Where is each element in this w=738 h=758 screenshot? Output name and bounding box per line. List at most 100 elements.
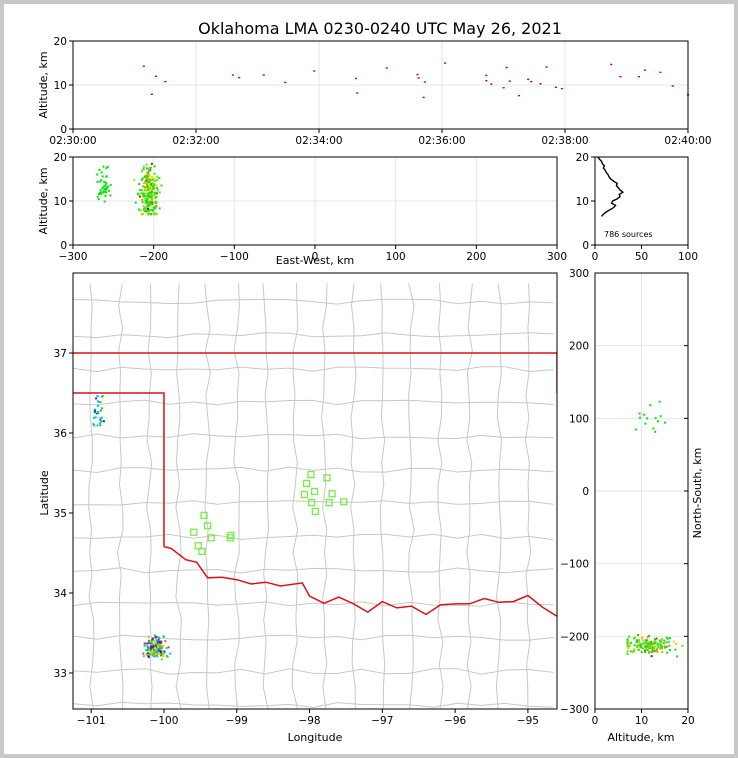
ns-source [654, 417, 657, 420]
map-source [99, 401, 102, 404]
map-source [100, 420, 103, 423]
ns-source [640, 651, 643, 654]
ns-source [659, 640, 662, 643]
ns-source [626, 644, 629, 647]
map-source [157, 650, 160, 653]
ns-source [636, 639, 639, 642]
lma-station [302, 479, 311, 488]
ew-source [141, 198, 144, 201]
ns-source [648, 641, 651, 644]
ew-source [154, 197, 157, 200]
map-source [154, 640, 157, 643]
ns-source [649, 642, 652, 645]
ew-source [152, 184, 155, 187]
ns-panel-ylabel: North-South, km [691, 448, 704, 539]
map-source [155, 649, 158, 652]
ew-source [154, 191, 157, 194]
ew-source [105, 175, 108, 178]
map-source [156, 646, 159, 649]
map-source [145, 653, 148, 656]
ew-source [154, 205, 157, 208]
ns-source [626, 652, 629, 655]
ew-source [154, 201, 157, 204]
ew-source [107, 189, 110, 192]
time-point [530, 80, 533, 83]
ew-source [146, 167, 149, 170]
ew-source [148, 192, 151, 195]
ew-source [99, 180, 102, 183]
ew-source [145, 210, 148, 213]
ns-source [643, 413, 646, 416]
map-xtick-label: −95 [517, 715, 539, 727]
county-line [524, 283, 532, 709]
ns-source [651, 647, 654, 650]
lma-station [328, 490, 336, 498]
ew-source [149, 190, 152, 193]
map-source [96, 400, 99, 403]
ew-source [147, 181, 150, 184]
ew-source [144, 181, 147, 184]
ew-source [101, 187, 104, 190]
ew-source [105, 181, 108, 184]
ns-source [638, 639, 641, 642]
map-source [156, 655, 159, 658]
ns-source [651, 648, 654, 651]
map-source [147, 646, 150, 649]
ew-source [98, 168, 101, 171]
time-panel-frame [72, 40, 689, 130]
time-point [659, 71, 662, 74]
ew-source [150, 213, 153, 216]
ns-source [655, 637, 658, 640]
map-source [165, 654, 168, 657]
ew-source [150, 188, 153, 191]
ew-source [147, 185, 150, 188]
map-xtick-label: −99 [226, 715, 248, 727]
ns-source [666, 637, 669, 640]
altitude-histogram-panel: 0 50 100 0 10 20 [576, 152, 698, 263]
ew-source [142, 176, 145, 179]
ns-source [646, 644, 649, 647]
ew-source [153, 195, 156, 198]
ew-source [147, 167, 150, 170]
county-line [73, 399, 554, 406]
ew-source [147, 207, 150, 210]
ns-source [661, 651, 664, 654]
map-source [151, 654, 154, 657]
map-xtick-label: −96 [444, 715, 466, 727]
lma-station [340, 498, 348, 506]
ns-source [627, 641, 630, 644]
ns-source [657, 645, 660, 648]
ns-source [629, 642, 632, 645]
map-source [97, 412, 100, 415]
ew-source [147, 176, 150, 179]
ew-source [106, 165, 109, 168]
ew-source [147, 195, 150, 198]
map-source [161, 653, 164, 656]
ns-ytick-label: 200 [569, 341, 589, 353]
ns-source [646, 635, 649, 638]
county-line [73, 701, 554, 709]
ns-source [628, 644, 631, 647]
oklahoma-panhandle-border [73, 392, 165, 547]
map-source [149, 650, 152, 653]
ns-source [644, 641, 647, 644]
ew-source [141, 213, 144, 216]
ns-source [659, 647, 662, 650]
county-line [291, 283, 299, 709]
map-source [163, 650, 166, 653]
time-point [423, 81, 426, 83]
ew-source [152, 206, 155, 209]
ew-source [97, 193, 100, 196]
map-source [167, 646, 170, 649]
ns-source [675, 642, 678, 645]
ns-source [676, 655, 679, 658]
ns-source [660, 643, 663, 646]
map-source [158, 646, 161, 649]
county-line [321, 283, 328, 709]
lma-station [200, 511, 208, 520]
time-ytick-label: 10 [54, 80, 67, 92]
map-source [96, 411, 99, 414]
county-line [73, 332, 554, 339]
ns-source [632, 651, 635, 654]
ew-source [144, 188, 147, 191]
